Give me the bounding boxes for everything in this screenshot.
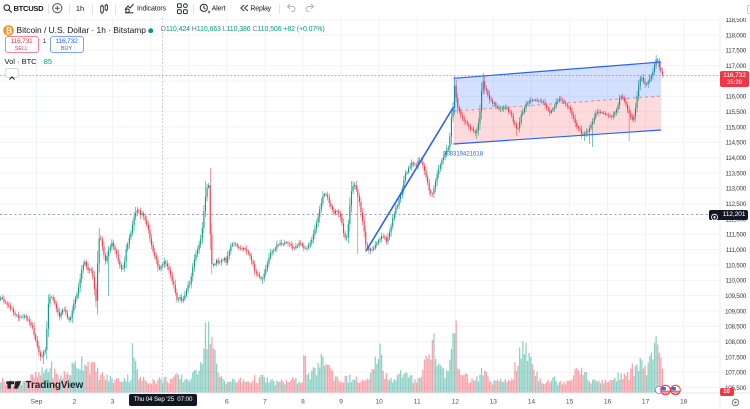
svg-text:117,000: 117,000: [725, 63, 746, 70]
svg-text:113,500: 113,500: [725, 170, 746, 177]
svg-text:108,000: 108,000: [725, 339, 747, 346]
svg-text:8: 8: [301, 399, 305, 406]
svg-text:6: 6: [225, 399, 229, 406]
svg-text:1h: 1h: [76, 4, 84, 13]
svg-text:111,500: 111,500: [726, 232, 747, 239]
svg-text:₿: ₿: [6, 26, 13, 35]
svg-text:15: 15: [566, 399, 574, 406]
svg-text:Replay: Replay: [250, 6, 271, 13]
svg-text:16: 16: [604, 399, 612, 406]
svg-text:110,500: 110,500: [725, 262, 746, 269]
svg-text:118,000: 118,000: [725, 32, 746, 39]
svg-text:107,000: 107,000: [725, 370, 747, 377]
svg-text:109,000: 109,000: [725, 308, 747, 315]
svg-text:14: 14: [528, 399, 536, 406]
svg-text:113,000: 113,000: [725, 186, 746, 193]
svg-text:Alert: Alert: [212, 6, 226, 13]
svg-text:114,500: 114,500: [725, 140, 746, 147]
svg-text:13: 13: [490, 399, 498, 406]
svg-text:18: 18: [680, 399, 688, 406]
svg-text:114,000: 114,000: [725, 155, 746, 162]
svg-text:Sep: Sep: [31, 399, 43, 406]
svg-text:908319421618: 908319421618: [443, 152, 484, 158]
svg-text:3: 3: [111, 399, 115, 406]
svg-text:112,500: 112,500: [725, 201, 746, 208]
svg-text:Indicators: Indicators: [137, 6, 166, 13]
svg-text:115,500: 115,500: [725, 109, 746, 116]
svg-text:BTCUSD: BTCUSD: [14, 4, 45, 13]
svg-text:9: 9: [339, 399, 343, 406]
svg-text:106,500: 106,500: [725, 385, 747, 392]
svg-text:110,000: 110,000: [725, 278, 746, 285]
svg-text:118,500: 118,500: [725, 17, 746, 24]
svg-text:17: 17: [642, 399, 650, 406]
svg-text:10: 10: [375, 399, 383, 406]
svg-text:116,000: 116,000: [725, 94, 746, 101]
svg-text:11: 11: [414, 399, 421, 406]
svg-text:7: 7: [263, 399, 267, 406]
svg-text:111,000: 111,000: [726, 247, 747, 254]
svg-text:2: 2: [73, 399, 77, 406]
svg-text:117,500: 117,500: [725, 48, 746, 55]
svg-text:109,500: 109,500: [725, 293, 747, 300]
svg-text:115,000: 115,000: [725, 124, 746, 131]
svg-text:107,500: 107,500: [725, 354, 747, 361]
svg-text:12: 12: [452, 399, 460, 406]
svg-text:108,500: 108,500: [725, 324, 747, 331]
